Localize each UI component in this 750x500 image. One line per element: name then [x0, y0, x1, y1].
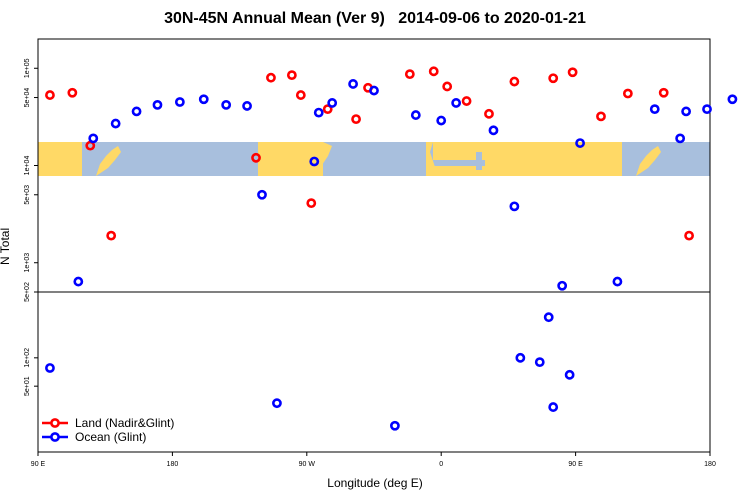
data-point [509, 76, 520, 87]
data-point [309, 156, 320, 167]
data-point [174, 97, 185, 107]
y-tick-label: 5e+04 [24, 88, 31, 108]
ocean-region [622, 142, 710, 176]
data-point [404, 69, 415, 80]
data-point [567, 67, 578, 78]
data-point [131, 106, 142, 117]
data-point [548, 73, 559, 84]
data-point [88, 133, 99, 144]
x-tick-label: 0 [439, 461, 443, 468]
data-point [257, 189, 267, 200]
x-tick-label: 90 E [568, 461, 583, 468]
chart-title: 30N-45N Annual Mean (Ver 9) 2014-09-06 t… [164, 10, 586, 27]
data-point [410, 110, 421, 120]
y-tick-label: 1e+05 [24, 58, 31, 78]
data-point [45, 363, 55, 373]
data-point [45, 90, 55, 100]
data-point [348, 79, 358, 89]
data-point [351, 114, 361, 125]
data-point [484, 108, 494, 119]
ocean-region [323, 142, 433, 176]
data-point [390, 420, 400, 431]
data-point [322, 104, 333, 115]
data-point [266, 72, 276, 83]
data-point [106, 230, 117, 241]
data-point [242, 101, 252, 111]
data-point [564, 369, 575, 380]
data-point [436, 115, 447, 126]
data-point [369, 85, 379, 96]
data-point [596, 111, 606, 122]
land-shape [96, 146, 121, 176]
ocean-region [476, 152, 482, 170]
y-tick-label: 1e+04 [24, 156, 31, 176]
y-tick-label: 5e+01 [24, 376, 31, 396]
data-point [442, 81, 453, 92]
plot-frame [37, 38, 711, 453]
axes: 1e+05 5e+04 1e+04 5e+03 1e+03 5e+02 1e+02 5e+01… [24, 38, 716, 468]
data-point [286, 70, 297, 81]
data-point [251, 152, 261, 163]
data-point [681, 106, 692, 117]
data-point [675, 133, 686, 144]
data-point [327, 98, 338, 108]
x-tick-label: 90 E [31, 461, 46, 468]
legend: Land (Nadir&Glint)Ocean (Glint) [42, 416, 174, 444]
data-point [428, 66, 439, 77]
land-shape [310, 142, 332, 176]
x-tick-label: 180 [704, 461, 716, 468]
ocean-region [430, 160, 485, 166]
data-points [45, 66, 738, 431]
x-tick-label: 90 W [299, 461, 316, 468]
data-point [557, 280, 568, 291]
data-point [543, 312, 554, 323]
data-point [272, 398, 282, 409]
data-point [461, 96, 472, 106]
data-point [684, 230, 694, 241]
data-point [198, 94, 209, 105]
land-shape [258, 142, 272, 176]
land-shape [636, 146, 661, 176]
data-point [67, 87, 78, 98]
data-point [575, 138, 585, 148]
legend-swatch-marker [50, 418, 60, 428]
data-point [221, 100, 232, 110]
data-point [110, 118, 121, 129]
data-point [622, 88, 633, 99]
legend-label: Land (Nadir&Glint) [75, 416, 174, 430]
legend-swatch-marker [50, 432, 60, 442]
data-point [451, 98, 462, 108]
data-point [313, 107, 324, 118]
land-shape [426, 142, 438, 176]
data-point [295, 90, 306, 100]
x-tick-label: 180 [167, 461, 179, 468]
y-tick-label: 5e+03 [24, 185, 31, 205]
data-point [509, 201, 520, 212]
x-axis-label: Longitude (deg E) [327, 476, 423, 490]
data-point [612, 276, 623, 287]
legend-label: Ocean (Glint) [75, 430, 146, 444]
y-tick-label: 5e+02 [24, 282, 31, 302]
data-point [488, 125, 499, 136]
y-tick-label: 1e+02 [24, 348, 31, 368]
y-tick-label: 1e+03 [24, 253, 31, 273]
data-point [152, 100, 163, 110]
data-point [658, 87, 669, 98]
world-map-strip [38, 142, 710, 176]
data-point [534, 357, 545, 368]
data-point [306, 198, 317, 209]
data-point [702, 104, 712, 115]
data-point [548, 402, 559, 412]
data-point [727, 94, 738, 105]
data-point [649, 104, 660, 115]
data-point [515, 352, 526, 363]
data-point [73, 276, 84, 287]
